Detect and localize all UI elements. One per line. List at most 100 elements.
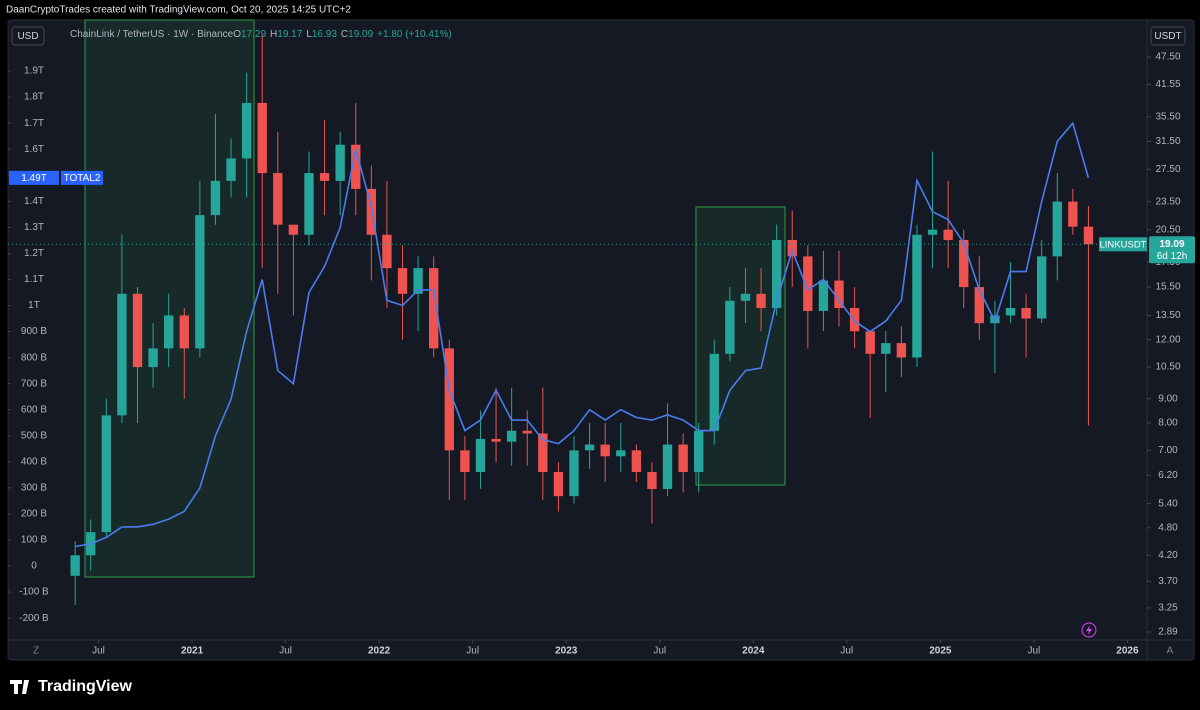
y2-tick-label: 1T: [28, 300, 40, 311]
candle-body: [288, 224, 299, 235]
ohlc-value: O: [233, 29, 241, 40]
left-unit[interactable]: USD: [17, 31, 38, 42]
y2-tick-label: -200 B: [19, 613, 49, 624]
logo-mark: [10, 680, 29, 694]
candle-body: [631, 450, 642, 472]
scale-button[interactable]: Z: [33, 646, 39, 657]
candle-body: [725, 300, 735, 354]
candle-body: [351, 144, 361, 189]
candle-body: [522, 430, 532, 434]
y-tick-label: 41.55: [1155, 79, 1180, 90]
candle-body: [164, 315, 174, 349]
y-tick-label: 31.50: [1155, 136, 1180, 147]
ohlc-value: 19.17: [277, 29, 302, 40]
ohlc-value: H: [270, 29, 277, 40]
y2-tick-label: 200 B: [21, 509, 47, 520]
ohlc-value: 17.29: [241, 29, 266, 40]
y-tick-label: 23.50: [1155, 196, 1180, 207]
y2-tick-label: 400 B: [21, 456, 47, 467]
candle-body: [475, 438, 486, 472]
candle-body: [460, 450, 470, 472]
candle-body: [1083, 226, 1094, 245]
y-tick-label: 7.00: [1158, 445, 1178, 456]
candle-body: [1005, 307, 1016, 316]
price-label-box: [61, 170, 103, 185]
candle-body: [943, 229, 953, 240]
x-tick-label: 2026: [1116, 646, 1139, 657]
x-tick-label: Jul: [92, 646, 105, 657]
highlight-box: [695, 206, 786, 486]
y-tick-label: 13.50: [1155, 310, 1180, 321]
y-tick-label: 4.80: [1158, 522, 1178, 533]
candle-body: [179, 315, 189, 349]
candle-body: [506, 430, 517, 442]
y-tick-label: 5.40: [1158, 498, 1178, 509]
candle-body: [382, 234, 392, 269]
alert-icon[interactable]: [1081, 622, 1097, 638]
right-unit[interactable]: USDT: [1154, 31, 1181, 42]
countdown: 6d 12h: [1157, 251, 1188, 262]
logo: TradingView: [38, 678, 133, 695]
unit-button[interactable]: [1150, 26, 1186, 46]
y-tick-label: 3.70: [1158, 576, 1178, 587]
unit-button[interactable]: [11, 26, 45, 46]
x-tick-label: 2024: [742, 646, 765, 657]
y-tick-label: 27.50: [1155, 164, 1180, 175]
y2-tick-label: 1.4T: [24, 196, 44, 207]
candle-body: [273, 173, 283, 225]
candle-body: [756, 293, 766, 308]
candle-body: [834, 280, 844, 308]
y2-tick-label: 100 B: [21, 535, 47, 546]
y2-tick-label: 1.8T: [24, 92, 44, 103]
y2-tick-label: 300 B: [21, 483, 47, 494]
y2-tick-label: 1.2T: [24, 248, 44, 259]
y-tick-label: 20.50: [1155, 224, 1180, 235]
y-tick-label: 35.50: [1155, 112, 1180, 123]
y-tick-label: 8.00: [1158, 418, 1178, 429]
y-tick-label: 47.50: [1155, 52, 1180, 63]
y2-tick-label: 1.6T: [24, 144, 44, 155]
x-tick-label: 2023: [555, 646, 578, 657]
y-tick-label: 6.20: [1158, 470, 1178, 481]
candle-body: [397, 268, 408, 294]
x-tick-label: Jul: [1027, 646, 1040, 657]
price-label-box: [1149, 236, 1195, 264]
candle-body: [974, 287, 984, 324]
series-name: TOTAL2: [64, 173, 101, 184]
y-tick-label: 2.89: [1158, 627, 1178, 638]
candle-body: [849, 307, 860, 332]
ohlc-value: 19.09: [348, 29, 373, 40]
candle-body: [132, 293, 143, 368]
candle-body: [553, 471, 564, 497]
symbol: ChainLink / TetherUS · 1W · Binance: [70, 29, 234, 40]
y2-tick-label: 800 B: [21, 352, 47, 363]
y-tick-label: 10.50: [1155, 362, 1180, 373]
scale-button[interactable]: A: [1167, 646, 1174, 657]
candle-body: [444, 348, 454, 451]
price-label-box: [9, 170, 59, 185]
candle-body: [304, 173, 314, 235]
candle-body: [1052, 201, 1062, 257]
y-tick-label: 3.25: [1158, 603, 1178, 614]
last-value-label: 1.49T: [21, 173, 47, 184]
candle-body: [195, 215, 205, 349]
candle-body: [818, 280, 829, 311]
y-tick-label: 9.00: [1158, 393, 1178, 404]
highlight-box: [84, 19, 255, 578]
x-tick-label: Jul: [840, 646, 853, 657]
x-tick-label: 2021: [181, 646, 204, 657]
y2-tick-label: 1.7T: [24, 118, 44, 129]
legend: ChainLink / TetherUS · 1W · BinanceO17.2…: [70, 29, 452, 40]
price-label-box: [1099, 237, 1147, 252]
candle-body: [616, 450, 626, 457]
y2-tick-label: 500 B: [21, 430, 47, 441]
last-price: 19.09: [1159, 239, 1184, 250]
candle-body: [1021, 307, 1031, 319]
y2-tick-label: 1.3T: [24, 222, 44, 233]
candle-body: [491, 438, 501, 442]
ohlc-value: C: [341, 29, 348, 40]
candle-body: [647, 471, 657, 489]
candle-body: [319, 173, 330, 181]
candle-body: [959, 239, 969, 288]
